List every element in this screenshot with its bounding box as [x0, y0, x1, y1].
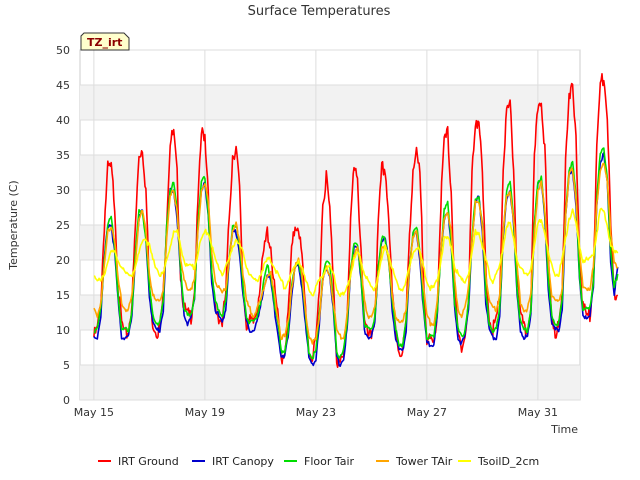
chart-title: Surface Temperatures	[248, 4, 391, 19]
y-tick-label: 15	[56, 289, 70, 302]
legend-label: TsoilD_2cm	[477, 455, 539, 468]
legend-label: Tower TAir	[395, 455, 453, 468]
y-tick-label: 45	[56, 79, 70, 92]
x-tick-label: May 27	[407, 406, 447, 419]
series-line-floor-tair	[93, 147, 619, 360]
y-tick-label: 40	[56, 114, 70, 127]
y-tick-label: 0	[63, 394, 70, 407]
series-line-tsoild-2cm	[93, 207, 619, 298]
y-axis: 0 5 10 15 20 25 30 35 40 45 50	[56, 44, 70, 407]
y-tick-label: 50	[56, 44, 70, 57]
x-tick-label: May 23	[296, 406, 336, 419]
y-tick-label: 30	[56, 184, 70, 197]
grid-band	[80, 155, 580, 190]
tz-badge-text: TZ_irt	[87, 36, 122, 49]
grid-band	[80, 85, 580, 120]
legend-label: Floor Tair	[304, 455, 355, 468]
series-line-tower-tair	[93, 162, 619, 345]
series-layer	[93, 73, 619, 369]
y-tick-label: 10	[56, 324, 70, 337]
legend-item: IRT Ground	[98, 455, 179, 468]
grid-band	[80, 365, 580, 400]
tz-badge-box	[80, 32, 130, 51]
grid-band	[80, 225, 580, 260]
legend-item: TsoilD_2cm	[458, 455, 539, 468]
legend-label: IRT Ground	[118, 455, 179, 468]
legend-item: IRT Canopy	[192, 455, 274, 468]
grid-lines	[80, 49, 580, 401]
y-tick-label: 5	[63, 359, 70, 372]
x-tick-label: May 19	[185, 406, 225, 419]
y-tick-label: 35	[56, 149, 70, 162]
tz-badge: TZ_irt	[80, 32, 130, 51]
legend-item: Tower TAir	[376, 455, 453, 468]
x-tick-label: May 15	[74, 406, 114, 419]
y-tick-label: 20	[56, 254, 70, 267]
x-axis-title: Time	[550, 423, 578, 436]
legend: IRT Ground IRT Canopy Floor Tair Tower TAir…	[98, 455, 539, 468]
legend-item: Floor Tair	[284, 455, 355, 468]
y-axis-title: Temperature (C)	[7, 180, 20, 270]
x-tick-label: May 31	[518, 406, 558, 419]
x-axis: May 15 May 19 May 23 May 27 May 31	[74, 406, 558, 419]
legend-label: IRT Canopy	[212, 455, 274, 468]
y-tick-label: 25	[56, 219, 70, 232]
